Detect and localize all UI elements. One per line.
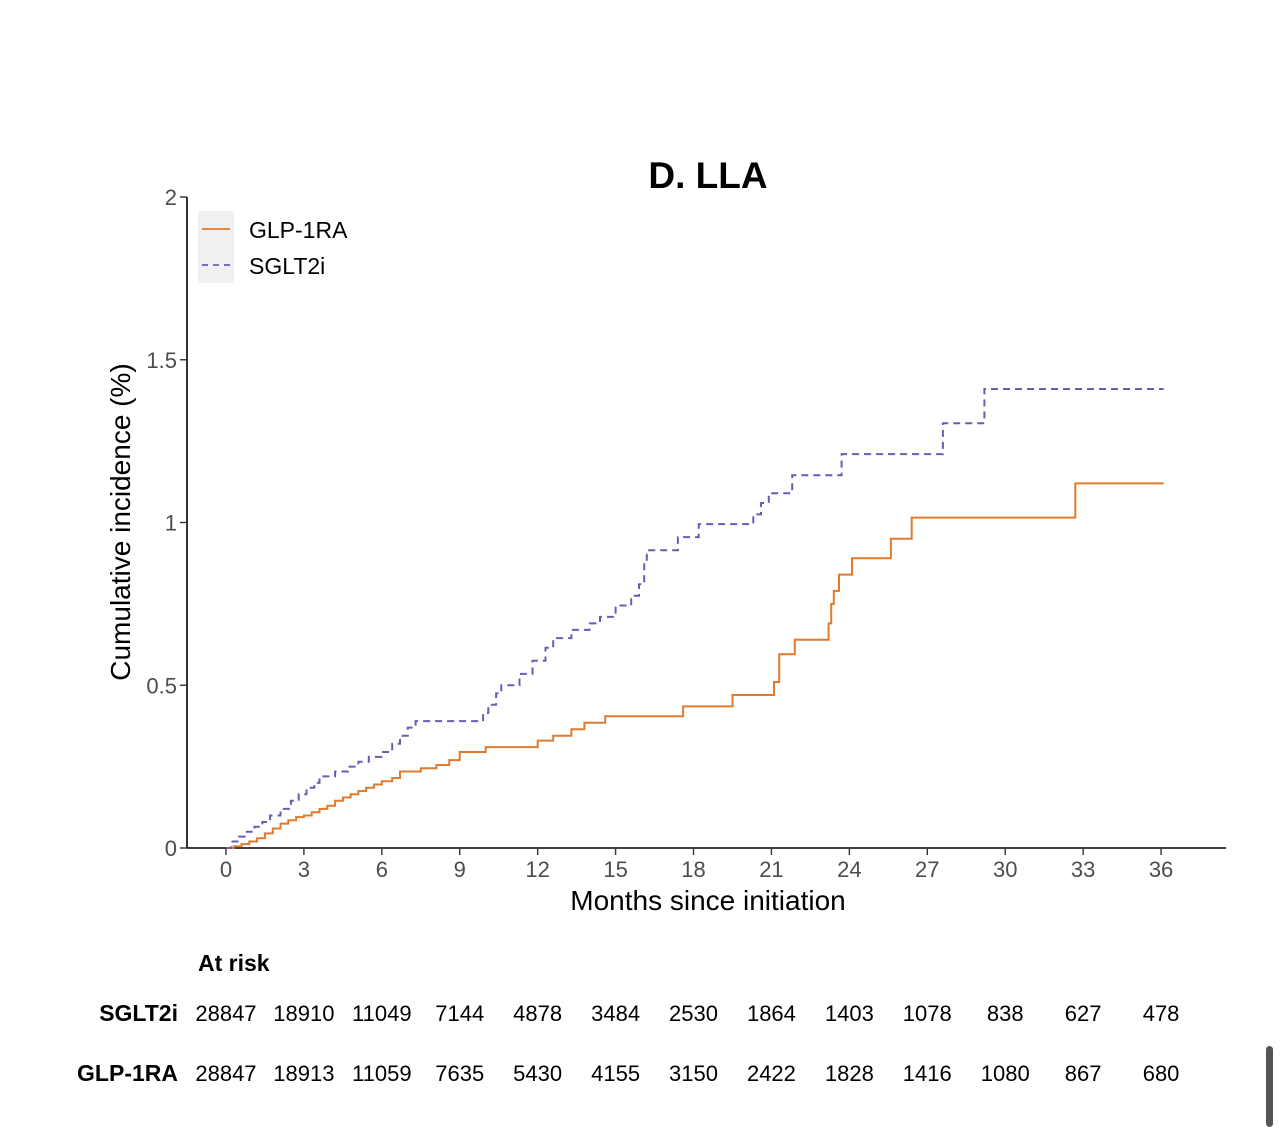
risk-cell: 1828 [825,1061,874,1086]
risk-cell: 18910 [273,1001,334,1026]
risk-table-title: At risk [198,950,270,976]
series-line-glp1ra [226,482,1164,849]
legend-box [198,211,234,283]
x-tick-label: 36 [1149,857,1173,882]
risk-cell: 5430 [513,1061,562,1086]
y-tick-label: 0 [165,836,177,861]
x-tick-label: 33 [1071,857,1095,882]
series-line-sglt2i [226,388,1164,849]
x-tick-label: 30 [993,857,1017,882]
y-tick-label: 1 [165,511,177,536]
chart-title: D. LLA [648,155,767,196]
risk-cell: 28847 [195,1001,256,1026]
legend-label-glp1ra: GLP-1RA [249,217,348,243]
y-tick-label: 2 [165,185,177,210]
risk-cell: 11059 [352,1061,412,1086]
risk-cell: 867 [1065,1061,1102,1086]
risk-cell: 28847 [195,1061,256,1086]
risk-cell: 1080 [981,1061,1030,1086]
x-tick-label: 0 [220,857,232,882]
y-axis-label: Cumulative incidence (%) [105,363,136,680]
risk-cell: 1864 [747,1001,796,1026]
risk-cell: 1078 [903,1001,952,1026]
risk-cell: 2422 [747,1061,796,1086]
risk-cell: 2530 [669,1001,718,1026]
x-tick-label: 27 [915,857,939,882]
legend-label-sglt2i: SGLT2i [249,253,325,279]
risk-cell: 680 [1143,1061,1180,1086]
scrollbar-thumb[interactable] [1266,1046,1273,1127]
risk-cell: 3484 [591,1001,640,1026]
x-tick-label: 24 [837,857,861,882]
x-tick-label: 3 [298,857,310,882]
legend: GLP-1RA SGLT2i [198,211,348,283]
x-tick-label: 12 [525,857,549,882]
series-layer [226,388,1164,849]
risk-table-values: 28847 18910 11049 7144 4878 3484 2530 1864 1403 1… [195,1001,1179,1086]
risk-cell: 18913 [273,1061,334,1086]
x-axis-label: Months since initiation [570,885,845,916]
risk-row-label-sglt2i: SGLT2i [99,1000,178,1026]
risk-cell: 478 [1143,1001,1180,1026]
risk-cell: 7635 [435,1061,484,1086]
risk-cell: 1403 [825,1001,874,1026]
x-tick-label: 9 [454,857,466,882]
risk-cell: 627 [1065,1001,1102,1026]
risk-cell: 3150 [669,1061,718,1086]
risk-row-label-glp1ra: GLP-1RA [77,1060,178,1086]
risk-cell: 4155 [591,1061,640,1086]
x-tick-label: 18 [681,857,705,882]
x-tick-label: 6 [376,857,388,882]
x-tick-label: 15 [603,857,627,882]
risk-cell: 7144 [435,1001,484,1026]
x-tick-label: 21 [759,857,783,882]
risk-cell: 838 [987,1001,1024,1026]
risk-cell: 4878 [513,1001,562,1026]
risk-cell: 11049 [352,1001,412,1026]
y-tick-label: 1.5 [146,348,177,373]
risk-cell: 1416 [903,1061,952,1086]
y-tick-label: 0.5 [146,673,177,698]
